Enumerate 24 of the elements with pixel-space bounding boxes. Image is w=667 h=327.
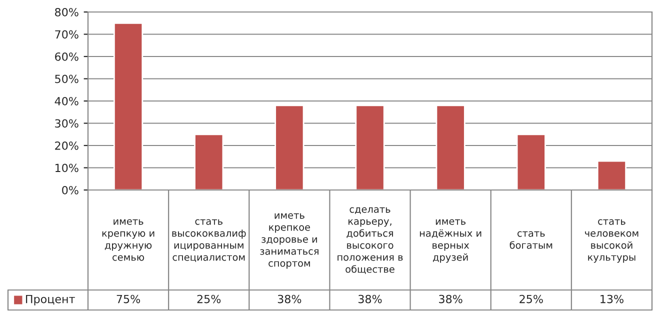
y-tick-label: 20% [55, 141, 78, 150]
data-label: 75% [116, 294, 140, 304]
y-tick-label: 0% [62, 186, 78, 194]
x-tick-label: стать человеком высокой культуры [585, 219, 638, 263]
x-tick-label: иметь крепкое здоровье и заниматься спортом [260, 213, 318, 269]
data-label: 38% [358, 294, 382, 304]
legend-label: Процент [26, 294, 75, 306]
data-label: 25% [520, 294, 543, 304]
y-tick-label: 80% [55, 8, 78, 16]
y-tick-label: 10% [55, 164, 78, 172]
y-tick-label: 50% [55, 74, 78, 84]
y-tick-label: 70% [55, 30, 78, 39]
data-label: 25% [197, 294, 221, 304]
x-tick-label: стать высококвалифицированным специалистом [172, 219, 246, 262]
x-tick-label: сделать карьеру, добиться высокого положения в обществе [338, 207, 403, 274]
data-label: 38% [439, 294, 462, 304]
y-tick-label: 40% [54, 96, 78, 106]
y-tick-label: 60% [55, 52, 78, 61]
x-tick-label: стать богатым [510, 231, 552, 249]
x-tick-label: иметь крепкую и дружную семью [102, 219, 154, 261]
y-tick-label: 30% [55, 119, 78, 128]
data-label: 38% [278, 294, 302, 304]
data-label: 13% [600, 294, 624, 304]
x-tick-label: иметь надёжных и верных друзей [420, 219, 482, 263]
